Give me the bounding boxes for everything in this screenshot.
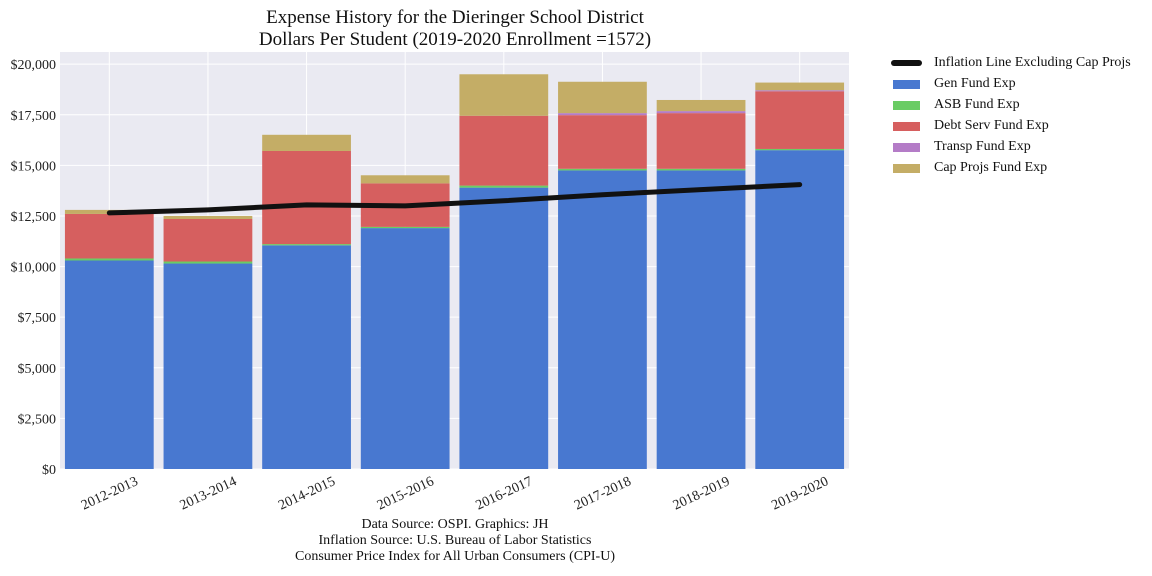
x-tick-label: 2012-2013	[79, 474, 140, 513]
legend-label-debt-serv-fund: Debt Serv Fund Exp	[934, 118, 1049, 133]
bar-segment	[755, 82, 845, 91]
source-note-inflation: Inflation Source: U.S. Bureau of Labor S…	[318, 533, 592, 548]
legend-swatch-asb-fund	[893, 101, 920, 110]
bar-segment	[262, 150, 351, 245]
x-tick-label: 2016-2017	[474, 474, 535, 513]
legend-swatch-cap-projs-fund	[893, 164, 920, 173]
bar-segment	[459, 187, 549, 469]
inflation-line	[106, 182, 803, 216]
bar-segment	[558, 81, 647, 114]
source-note-data: Data Source: OSPI. Graphics: JH	[361, 517, 549, 532]
bar-segment	[459, 115, 549, 186]
bar-segment	[64, 260, 154, 469]
legend-label-inflation: Inflation Line Excluding Cap Projs	[934, 55, 1131, 70]
bar-segment	[360, 175, 450, 184]
bar-segment	[755, 90, 845, 92]
bar-segment	[755, 150, 845, 469]
x-tick-label: 2017-2018	[572, 474, 633, 513]
bar-segment	[262, 244, 351, 246]
bar-segment	[262, 245, 351, 469]
chart-subtitle: Dollars Per Student (2019-2020 Enrollmen…	[258, 29, 652, 50]
bar-segment	[64, 258, 154, 261]
y-tick-label: $2,500	[18, 412, 57, 427]
bar-segment	[656, 99, 746, 112]
x-tick-label: 2014-2015	[276, 474, 337, 513]
legend-swatch-debt-serv-fund	[893, 122, 920, 131]
bar-segment	[64, 213, 154, 259]
y-tick-label: $10,000	[11, 261, 57, 276]
bar-segment	[656, 168, 746, 171]
bar-segment	[459, 185, 549, 188]
y-tick-label: $20,000	[11, 58, 57, 73]
bar-segment	[755, 91, 845, 149]
y-tick-label: $15,000	[11, 159, 57, 174]
bar-segment	[163, 215, 253, 220]
legend-swatch-inflation	[891, 60, 922, 66]
bar-segment	[656, 113, 746, 169]
bar-segment	[558, 113, 647, 116]
chart-title: Expense History for the Dieringer School…	[266, 7, 644, 28]
legend-label-transp-fund: Transp Fund Exp	[934, 139, 1031, 154]
y-tick-label: $7,500	[18, 311, 57, 326]
legend-swatch-transp-fund	[893, 143, 920, 152]
x-tick-label: 2015-2016	[375, 474, 436, 513]
bar-segment	[163, 263, 253, 469]
bar-segment	[163, 261, 253, 264]
legend-swatch-gen-fund	[893, 80, 920, 89]
bar-segment	[755, 148, 845, 151]
bar-segment	[262, 134, 351, 151]
legend-label-cap-projs-fund: Cap Projs Fund Exp	[934, 160, 1048, 175]
bar-segment	[558, 115, 647, 169]
x-tick-label: 2013-2014	[178, 474, 239, 513]
y-tick-label: $0	[42, 463, 56, 478]
y-tick-label: $5,000	[18, 362, 57, 377]
bar-segment	[656, 111, 746, 114]
bar-segment	[163, 219, 253, 262]
x-tick-label: 2019-2020	[770, 474, 831, 513]
bar-segment	[558, 170, 647, 469]
legend-label-asb-fund: ASB Fund Exp	[934, 97, 1020, 112]
y-tick-label: $17,500	[11, 109, 57, 124]
legend-label-gen-fund: Gen Fund Exp	[934, 76, 1016, 91]
bar-segment	[656, 170, 746, 469]
bar-segment	[558, 168, 647, 171]
bar-segment	[360, 228, 450, 469]
bar-segment	[360, 226, 450, 229]
bar-segment	[459, 74, 549, 116]
y-tick-label: $12,500	[11, 210, 57, 225]
x-tick-label: 2018-2019	[671, 474, 732, 513]
source-note-cpi: Consumer Price Index for All Urban Consu…	[294, 549, 615, 564]
